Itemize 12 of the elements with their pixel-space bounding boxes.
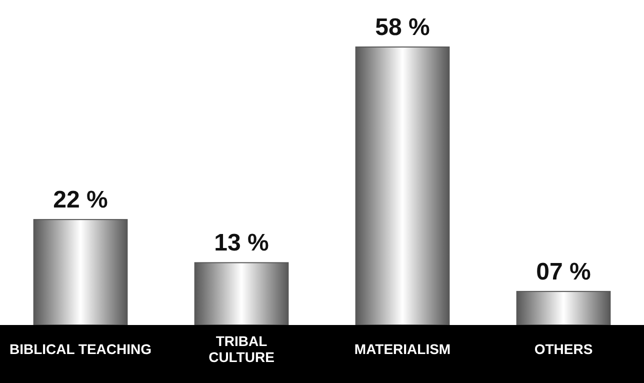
data-label: 13 % <box>214 230 269 257</box>
bar <box>194 262 289 326</box>
data-label: 07 % <box>536 258 591 286</box>
bar <box>355 46 450 326</box>
x-tick-label: MATERIALISM <box>354 341 451 357</box>
data-label: 58 % <box>375 14 430 41</box>
data-label: 22 % <box>53 186 108 214</box>
bar <box>33 219 128 326</box>
x-tick-label: BIBLICAL TEACHING <box>9 341 152 357</box>
bar <box>516 290 611 326</box>
x-tick-label: TRIBAL CULTURE <box>208 333 274 365</box>
x-tick-label: OTHERS <box>534 341 593 357</box>
